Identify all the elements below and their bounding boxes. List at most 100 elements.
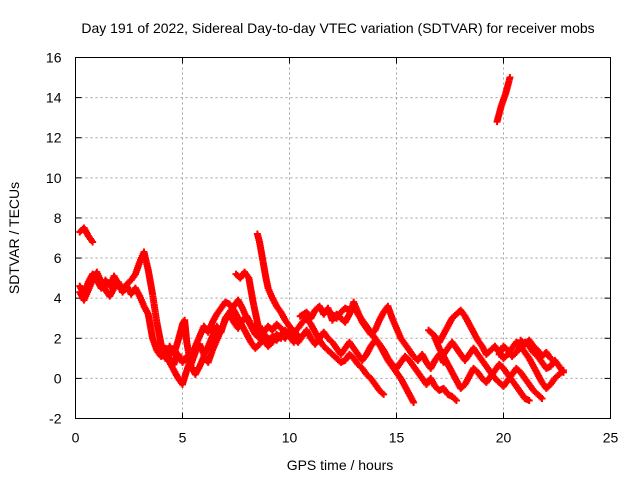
data-point [493, 369, 497, 372]
data-point [138, 260, 141, 264]
data-point [442, 353, 445, 356]
data-point [288, 331, 291, 334]
data-point [527, 383, 531, 386]
data-point [271, 296, 274, 300]
data-point [472, 367, 475, 370]
data-point [545, 367, 548, 370]
data-point [331, 341, 334, 344]
data-point [206, 345, 210, 348]
data-point [500, 104, 503, 107]
data-point [442, 387, 445, 390]
data-point [322, 313, 325, 316]
data-point [198, 335, 201, 338]
data-point [266, 286, 270, 290]
data-point [386, 304, 390, 308]
data-point [326, 349, 330, 352]
data-point [378, 319, 381, 322]
data-point [463, 383, 467, 386]
data-point [450, 317, 454, 320]
data-point [339, 311, 343, 314]
data-point [82, 226, 86, 230]
data-point [498, 381, 501, 384]
series-arc-6 [253, 230, 388, 398]
data-point [468, 375, 471, 378]
data-point [557, 365, 561, 368]
data-point [219, 329, 223, 332]
data-point [292, 337, 295, 340]
data-point [112, 286, 116, 290]
data-point [523, 397, 527, 400]
data-point [215, 313, 218, 316]
data-point [78, 230, 81, 234]
data-point [224, 300, 227, 304]
data-point [540, 361, 544, 364]
data-point [446, 363, 450, 366]
data-point [480, 377, 484, 380]
data-point [181, 361, 184, 364]
data-point [369, 377, 373, 380]
data-point [442, 333, 445, 336]
data-point [215, 339, 218, 342]
data-point [386, 359, 390, 362]
data-point [151, 292, 154, 296]
data-point [206, 331, 210, 334]
y-tick-label: -2 [49, 411, 62, 427]
data-point [99, 280, 103, 284]
data-point [382, 311, 385, 314]
data-point [399, 337, 402, 340]
data-point [254, 331, 257, 334]
data-point [134, 286, 137, 290]
data-point [271, 329, 274, 332]
data-point [288, 325, 291, 328]
data-point [468, 353, 471, 356]
data-point [433, 359, 437, 362]
data-point [408, 349, 411, 352]
data-point [78, 290, 81, 294]
x-tick-label: 5 [179, 430, 187, 446]
data-point [284, 329, 287, 332]
data-point [228, 313, 231, 316]
data-point [183, 319, 186, 322]
data-point [476, 339, 480, 342]
data-point [301, 335, 304, 338]
data-point [459, 353, 462, 356]
y-tick-label: 10 [46, 170, 62, 186]
data-point [108, 294, 111, 298]
data-point [348, 341, 351, 344]
data-point [142, 304, 146, 308]
data-point [211, 335, 214, 338]
data-point [498, 112, 501, 115]
data-point [219, 306, 223, 310]
data-point [480, 359, 484, 362]
data-point [172, 353, 176, 356]
data-point [121, 288, 124, 292]
data-point [506, 84, 509, 87]
data-point [361, 359, 364, 362]
data-point [459, 309, 462, 312]
data-point [296, 327, 300, 330]
data-point [91, 278, 94, 282]
data-point [108, 284, 111, 288]
data-point [264, 276, 268, 280]
data-point [301, 321, 304, 324]
plot-frame [75, 57, 611, 419]
data-points [76, 74, 567, 406]
data-point [95, 270, 99, 274]
series-arc-7 [286, 326, 460, 404]
data-point [256, 321, 259, 324]
data-point [502, 367, 505, 370]
data-point [245, 333, 248, 336]
data-point [408, 359, 411, 362]
data-point [356, 313, 360, 316]
data-point [331, 313, 334, 316]
data-point [305, 329, 308, 332]
data-point [399, 377, 402, 380]
data-point [365, 373, 368, 376]
data-point [365, 325, 368, 328]
data-point [480, 345, 484, 348]
y-axis-label: SDTVAR / TECUs [6, 182, 22, 294]
data-point [326, 306, 330, 310]
data-point [369, 345, 373, 348]
data-point [403, 385, 407, 388]
data-point [309, 323, 313, 326]
